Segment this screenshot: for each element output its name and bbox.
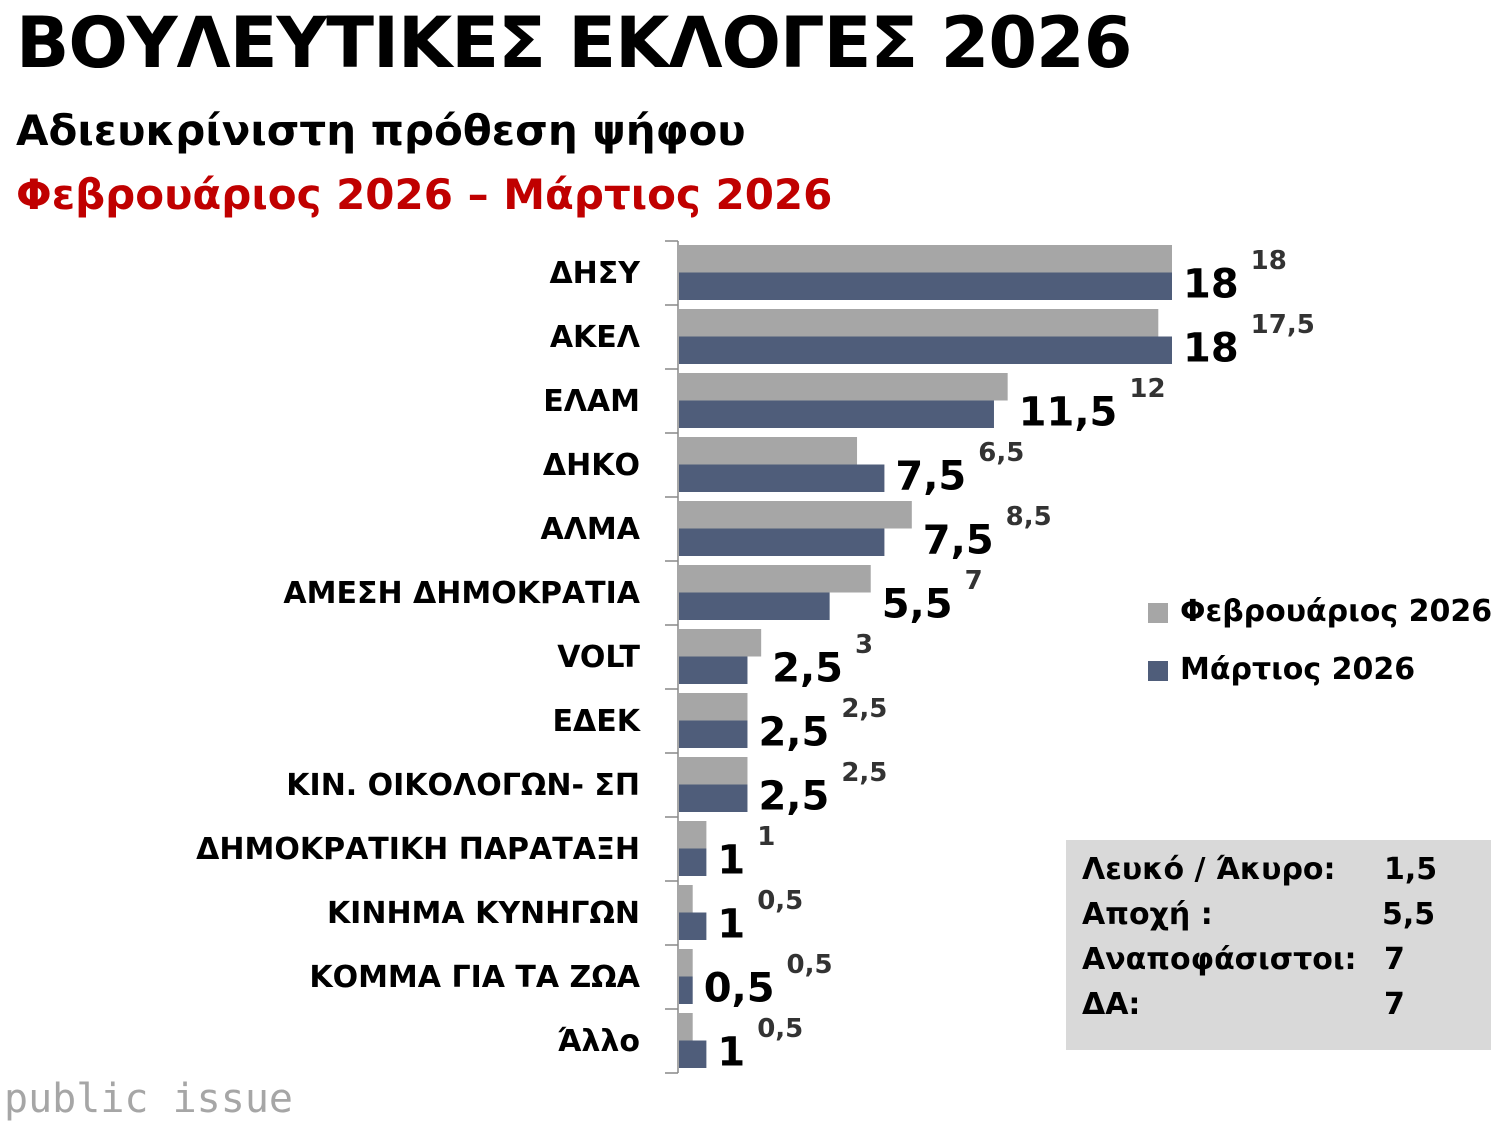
bar-mar [679, 464, 885, 492]
category-label: ΑΚΕΛ [550, 320, 641, 355]
legend-label-mar: Μάρτιος 2026 [1180, 652, 1416, 687]
bar-feb [679, 373, 1008, 401]
data-label-feb: 2,5 [841, 758, 887, 788]
bar-feb [679, 437, 858, 465]
legend-swatch-feb [1148, 602, 1168, 623]
category-label: ΕΔΕΚ [553, 704, 642, 739]
legend-swatch-mar [1148, 660, 1168, 681]
data-label-feb: 12 [1129, 374, 1165, 404]
category-label: ΚΙΝΗΜΑ ΚΥΝΗΓΩΝ [327, 896, 640, 931]
bar-mar [679, 976, 693, 1004]
category-label: ΔΗΚΟ [543, 448, 640, 483]
category-label: ΑΛΜΑ [540, 512, 640, 547]
category-label: ΑΜΕΣΗ ΔΗΜΟΚΡΑΤΙΑ [283, 576, 640, 611]
bar-feb [679, 821, 707, 849]
stat-value: 7 [1384, 987, 1405, 1022]
period-label: Φεβρουάριος 2026 – Μάρτιος 2026 [16, 170, 833, 219]
bar-feb [679, 1013, 693, 1041]
data-label-feb: 8,5 [1006, 502, 1052, 532]
bar-feb [679, 949, 693, 977]
page-title: ΒΟΥΛΕΥΤΙΚΕΣ ΕΚΛΟΓΕΣ 2026 [16, 2, 1132, 84]
stat-value: 1,5 [1384, 852, 1438, 887]
bar-feb [679, 693, 748, 721]
bar-mar [679, 1040, 707, 1068]
bar-mar [679, 784, 748, 812]
stats-box: Λευκό / Άκυρο: 1,5 Αποχή : 5,5 Αναποφάσι… [1066, 840, 1491, 1050]
category-label: VOLT [557, 640, 640, 675]
bar-mar [679, 720, 748, 748]
category-label: Άλλο [558, 1024, 641, 1059]
category-label: ΔΗΜΟΚΡΑΤΙΚΗ ΠΑΡΑΤΑΞΗ [196, 832, 640, 867]
legend-item-mar: Μάρτιος 2026 [1148, 652, 1415, 687]
data-label-mar: 18 [1183, 262, 1239, 308]
category-label: ΚΙΝ. ΟΙΚΟΛΟΓΩΝ- ΣΠ [286, 768, 640, 803]
stat-label: Λευκό / Άκυρο: [1082, 852, 1336, 887]
data-label-feb: 2,5 [841, 694, 887, 724]
bar-mar [679, 592, 830, 620]
legend-item-feb: Φεβρουάριος 2026 [1148, 594, 1492, 629]
data-label-feb: 6,5 [978, 438, 1024, 468]
data-label-feb: 3 [855, 630, 873, 660]
data-label-feb: 0,5 [757, 1014, 803, 1044]
data-label-mar: 2,5 [758, 774, 829, 820]
data-label-mar: 2,5 [772, 646, 843, 692]
bar-feb [679, 501, 912, 529]
data-label-feb: 7 [965, 566, 983, 596]
bar-feb [679, 629, 762, 657]
bar-feb [679, 245, 1172, 273]
category-label: ΔΗΣΥ [549, 256, 641, 291]
bar-mar [679, 400, 994, 428]
bar-mar [679, 912, 707, 940]
data-label-mar: 7,5 [895, 454, 966, 500]
data-label-mar: 1 [717, 1030, 745, 1076]
bar-feb [679, 309, 1159, 337]
data-label-feb: 0,5 [787, 950, 833, 980]
data-label-mar: 11,5 [1019, 390, 1118, 436]
stat-value: 7 [1384, 942, 1405, 977]
public-issue-logo: public issue [4, 1076, 293, 1122]
data-label-feb: 17,5 [1251, 310, 1315, 340]
category-label: ΚΟΜΜΑ ΓΙΑ ΤΑ ΖΩΑ [309, 960, 640, 995]
data-label-mar: 0,5 [704, 966, 775, 1012]
bar-feb [679, 757, 748, 785]
data-label-feb: 0,5 [757, 886, 803, 916]
data-label-mar: 2,5 [758, 710, 829, 756]
data-label-mar: 7,5 [923, 518, 994, 564]
bar-mar [679, 272, 1172, 300]
data-label-mar: 1 [717, 902, 745, 948]
bar-feb [679, 565, 871, 593]
page-subtitle: Αδιευκρίνιστη πρόθεση ψήφου [16, 106, 746, 155]
category-label: ΕΛΑΜ [543, 384, 640, 419]
data-label-mar: 5,5 [882, 582, 953, 628]
stat-value: 5,5 [1382, 897, 1436, 932]
bar-mar [679, 656, 748, 684]
stat-label: ΔΑ: [1082, 987, 1141, 1022]
bar-feb [679, 885, 693, 913]
bar-mar [679, 336, 1172, 364]
stat-label: Αποχή : [1082, 897, 1213, 932]
data-label-feb: 1 [757, 822, 775, 852]
bar-mar [679, 528, 885, 556]
legend-label-feb: Φεβρουάριος 2026 [1180, 594, 1493, 629]
data-label-mar: 18 [1183, 326, 1239, 372]
data-label-feb: 18 [1251, 246, 1287, 276]
data-label-mar: 1 [717, 838, 745, 884]
stat-label: Αναποφάσιστοι: [1082, 942, 1357, 977]
bar-mar [679, 848, 707, 876]
